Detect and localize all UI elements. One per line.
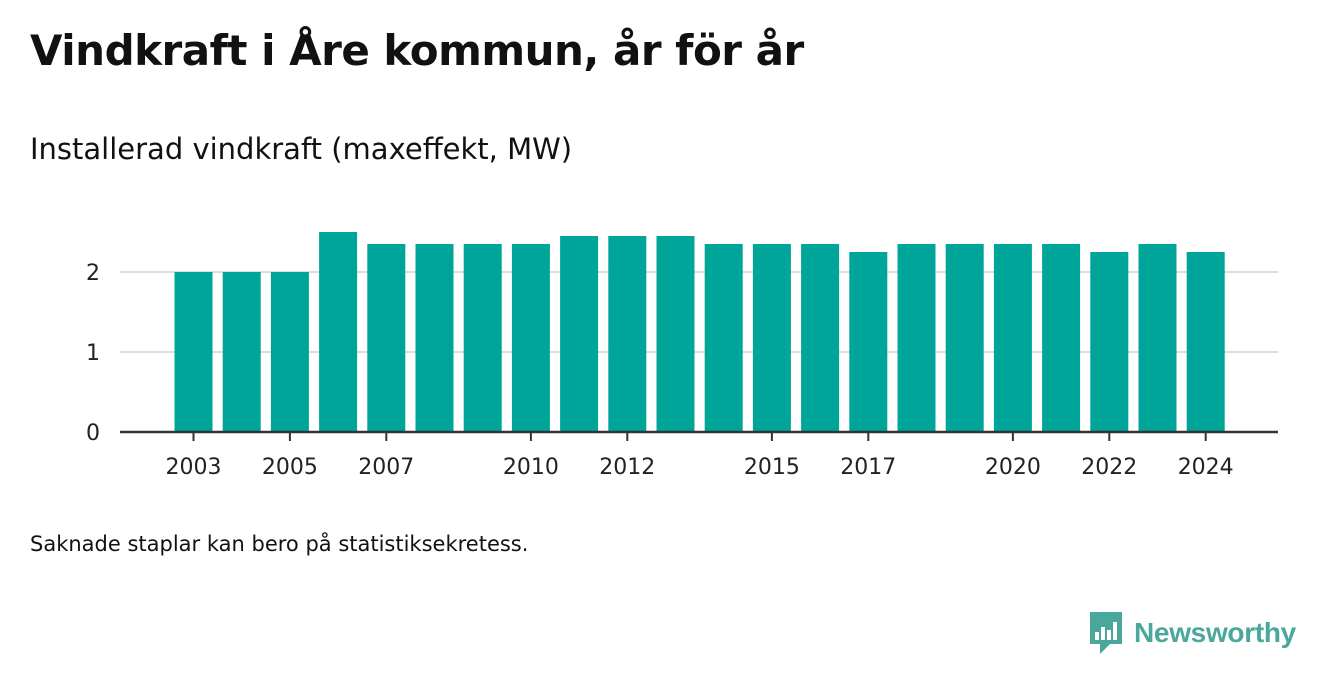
bar-2023[interactable]: [1138, 244, 1177, 432]
bar-2011[interactable]: [560, 236, 599, 432]
bar-2020[interactable]: [993, 244, 1032, 432]
x-tick-label: 2017: [840, 455, 896, 480]
bar-2021[interactable]: [1042, 244, 1081, 432]
chart-subtitle: Installerad vindkraft (maxeffekt, MW): [30, 132, 573, 166]
y-tick-label: 1: [86, 341, 100, 366]
bar-2010[interactable]: [511, 244, 550, 432]
newsworthy-logo-icon: [1090, 612, 1122, 654]
bar-2016[interactable]: [801, 244, 840, 432]
tick-labels: 0 1 2 2003 2005 2007 2010 2012 2015 2017 2020 2022 2…: [86, 261, 1234, 480]
bar-2022[interactable]: [1090, 252, 1129, 432]
bar-2012[interactable]: [608, 236, 647, 432]
x-tick-label: 2007: [358, 455, 414, 480]
bar-2004[interactable]: [222, 272, 261, 432]
bars: [174, 232, 1225, 432]
gridlines: [120, 271, 1278, 353]
bar-2009[interactable]: [463, 244, 502, 432]
bar-2014[interactable]: [704, 244, 743, 432]
bar-2017[interactable]: [849, 252, 888, 432]
x-tick-label: 2005: [262, 455, 318, 480]
x-tick-label: 2024: [1178, 455, 1234, 480]
bar-2008[interactable]: [415, 244, 454, 432]
y-tick-label: 2: [86, 261, 100, 286]
x-tick-label: 2020: [985, 455, 1041, 480]
x-tick-label: 2012: [599, 455, 655, 480]
x-tick-label: 2003: [166, 455, 222, 480]
x-tick-label: 2022: [1081, 455, 1137, 480]
bar-2007[interactable]: [367, 244, 406, 432]
bar-2003[interactable]: [174, 272, 213, 432]
bar-2024[interactable]: [1186, 252, 1225, 432]
bar-2005[interactable]: [270, 272, 309, 432]
x-tick-label: 2010: [503, 455, 559, 480]
axes: [120, 430, 1278, 441]
brand-name: Newsworthy: [1134, 617, 1296, 648]
y-tick-label: 0: [86, 421, 100, 446]
bar-2013[interactable]: [656, 236, 695, 432]
bar-2018[interactable]: [897, 244, 936, 432]
x-tick-label: 2015: [744, 455, 800, 480]
bar-2006[interactable]: [319, 232, 358, 432]
chart-title: Vindkraft i Åre kommun, år för år: [30, 26, 804, 75]
footnote: Saknade staplar kan bero på statistiksek…: [30, 532, 529, 556]
bar-2019[interactable]: [945, 244, 984, 432]
brand-logo[interactable]: Newsworthy: [1088, 610, 1296, 656]
bar-2015[interactable]: [752, 244, 791, 432]
